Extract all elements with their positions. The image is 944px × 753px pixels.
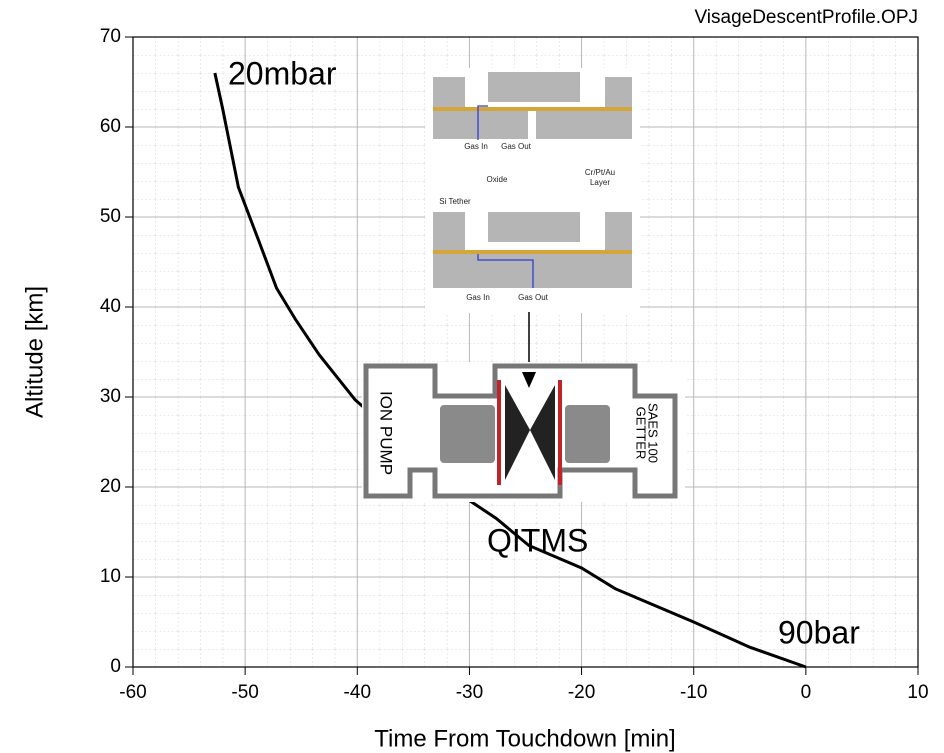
inset-label: Gas Out (501, 142, 532, 151)
shape (488, 72, 580, 102)
annotation: 20mbar (228, 55, 337, 91)
y-tick-label: 70 (100, 26, 121, 47)
x-tick-label: -30 (456, 682, 483, 703)
x-tick-label: -50 (231, 682, 258, 703)
inset-label: ION PUMP (377, 391, 396, 475)
x-tick-label: -20 (568, 682, 595, 703)
annotation: QITMS (487, 522, 588, 558)
arrow-head (522, 372, 536, 388)
labels: 20mbar 90bar QITMS Gas In Gas Out Oxide Cr/Pt/… (228, 55, 860, 650)
flange (497, 380, 501, 485)
y-tick-label: 0 (110, 656, 121, 677)
shape (433, 212, 465, 250)
shape (605, 77, 632, 107)
inset-label: Layer (590, 178, 610, 187)
shape (433, 77, 465, 107)
pump-body (440, 405, 495, 463)
plot-frame (132, 36, 919, 668)
shape (488, 212, 580, 242)
shape (433, 250, 632, 254)
x-tick-label: -40 (344, 682, 371, 703)
chart-title: VisageDescentProfile.OPJ (694, 7, 918, 28)
inset-label: Cr/Pt/Au (585, 168, 615, 177)
inset-label: Gas Out (518, 293, 549, 302)
qitms-inset (362, 362, 685, 502)
shape (433, 111, 528, 139)
mems-inset (425, 68, 640, 313)
annotation: 90bar (778, 614, 860, 650)
y-tick-label: 30 (100, 386, 121, 407)
y-axis-label: Altitude [km] (21, 286, 48, 418)
flow-arrow (477, 254, 534, 288)
inset-label: Si Tether (439, 197, 471, 206)
flange (558, 380, 562, 485)
y-tick-label: 10 (100, 566, 121, 587)
x-axis-label: Time From Touchdown [min] (374, 725, 675, 752)
x-tick-label: -10 (680, 682, 707, 703)
inset-label: Gas In (466, 293, 490, 302)
inset-label: Gas In (464, 142, 488, 151)
flow-arrow (477, 105, 488, 140)
shape (536, 111, 632, 139)
y-tick-label: 20 (100, 476, 121, 497)
shape (605, 212, 632, 250)
inset-label: Oxide (487, 175, 508, 184)
y-tick-label: 50 (100, 206, 121, 227)
x-tick-label: 0 (801, 682, 812, 703)
x-tick-label: 10 (907, 682, 928, 703)
getter-body (565, 405, 610, 463)
y-tick-label: 40 (100, 296, 121, 317)
inset-label: SAES 100 (646, 403, 661, 463)
ion-trap (505, 385, 555, 480)
shape (433, 107, 632, 111)
x-tick-label: -60 (119, 682, 146, 703)
y-tick-label: 60 (100, 116, 121, 137)
inset-label: GETTER (634, 407, 649, 460)
